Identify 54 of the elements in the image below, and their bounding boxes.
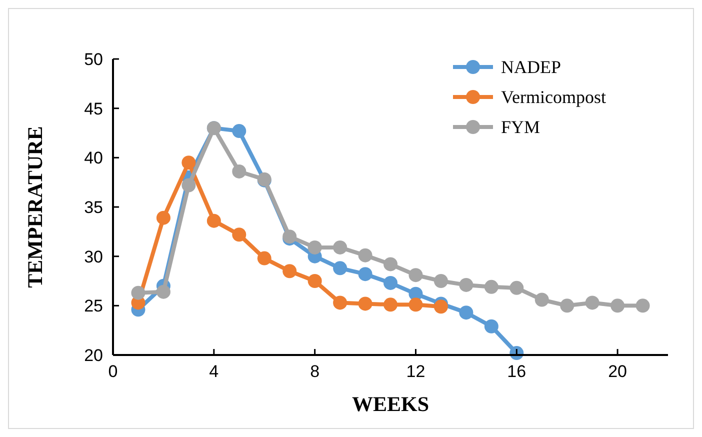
point: [156, 284, 170, 299]
point: [434, 274, 448, 288]
y-tick-label: 25: [84, 296, 103, 316]
point: [585, 296, 600, 310]
point: [610, 298, 625, 313]
point: [232, 124, 246, 138]
point: [459, 278, 474, 292]
point: [358, 248, 372, 262]
point: [257, 251, 272, 266]
y-tick-label: 50: [84, 50, 103, 69]
y-tick-label: 20: [84, 346, 103, 365]
y-tick-label: 35: [84, 198, 103, 217]
point: [182, 178, 196, 192]
point: [534, 292, 549, 307]
point: [333, 296, 348, 310]
y-tick-label: 45: [84, 99, 103, 118]
x-axis-title: WEEKS: [352, 392, 430, 416]
point: [636, 298, 650, 313]
point: [408, 298, 423, 312]
point: [232, 164, 246, 178]
point: [408, 268, 423, 282]
point: [384, 257, 398, 272]
y-tick-label: 30: [84, 247, 103, 266]
point: [510, 280, 524, 295]
legend-label: NADEP: [501, 57, 562, 77]
point: [206, 214, 221, 228]
point: [333, 240, 348, 254]
x-tick-label: 16: [507, 362, 526, 381]
point: [131, 286, 146, 300]
point: [282, 264, 297, 278]
point: [308, 240, 322, 254]
x-tick-label: 12: [406, 362, 426, 381]
y-tick-label: 40: [84, 148, 103, 168]
point: [358, 296, 372, 311]
point: [560, 298, 574, 313]
x-tick-label: 8: [310, 362, 320, 381]
point: [459, 306, 474, 320]
point: [156, 210, 170, 225]
x-tick-label: 0: [108, 362, 118, 381]
point: [484, 280, 498, 294]
point: [434, 300, 448, 314]
point: [484, 319, 498, 334]
point: [358, 267, 372, 282]
point: [384, 298, 398, 312]
x-tick-label: 20: [608, 362, 628, 381]
point: [333, 261, 348, 276]
legend-label: FYM: [501, 117, 540, 137]
point: [232, 228, 246, 242]
x-tick-label: 4: [209, 362, 219, 381]
legend-label: Vermicompost: [501, 87, 606, 107]
point: [182, 156, 196, 170]
y-axis-title: TEMPERATURE: [23, 126, 47, 288]
point: [384, 276, 398, 290]
point: [308, 274, 322, 288]
